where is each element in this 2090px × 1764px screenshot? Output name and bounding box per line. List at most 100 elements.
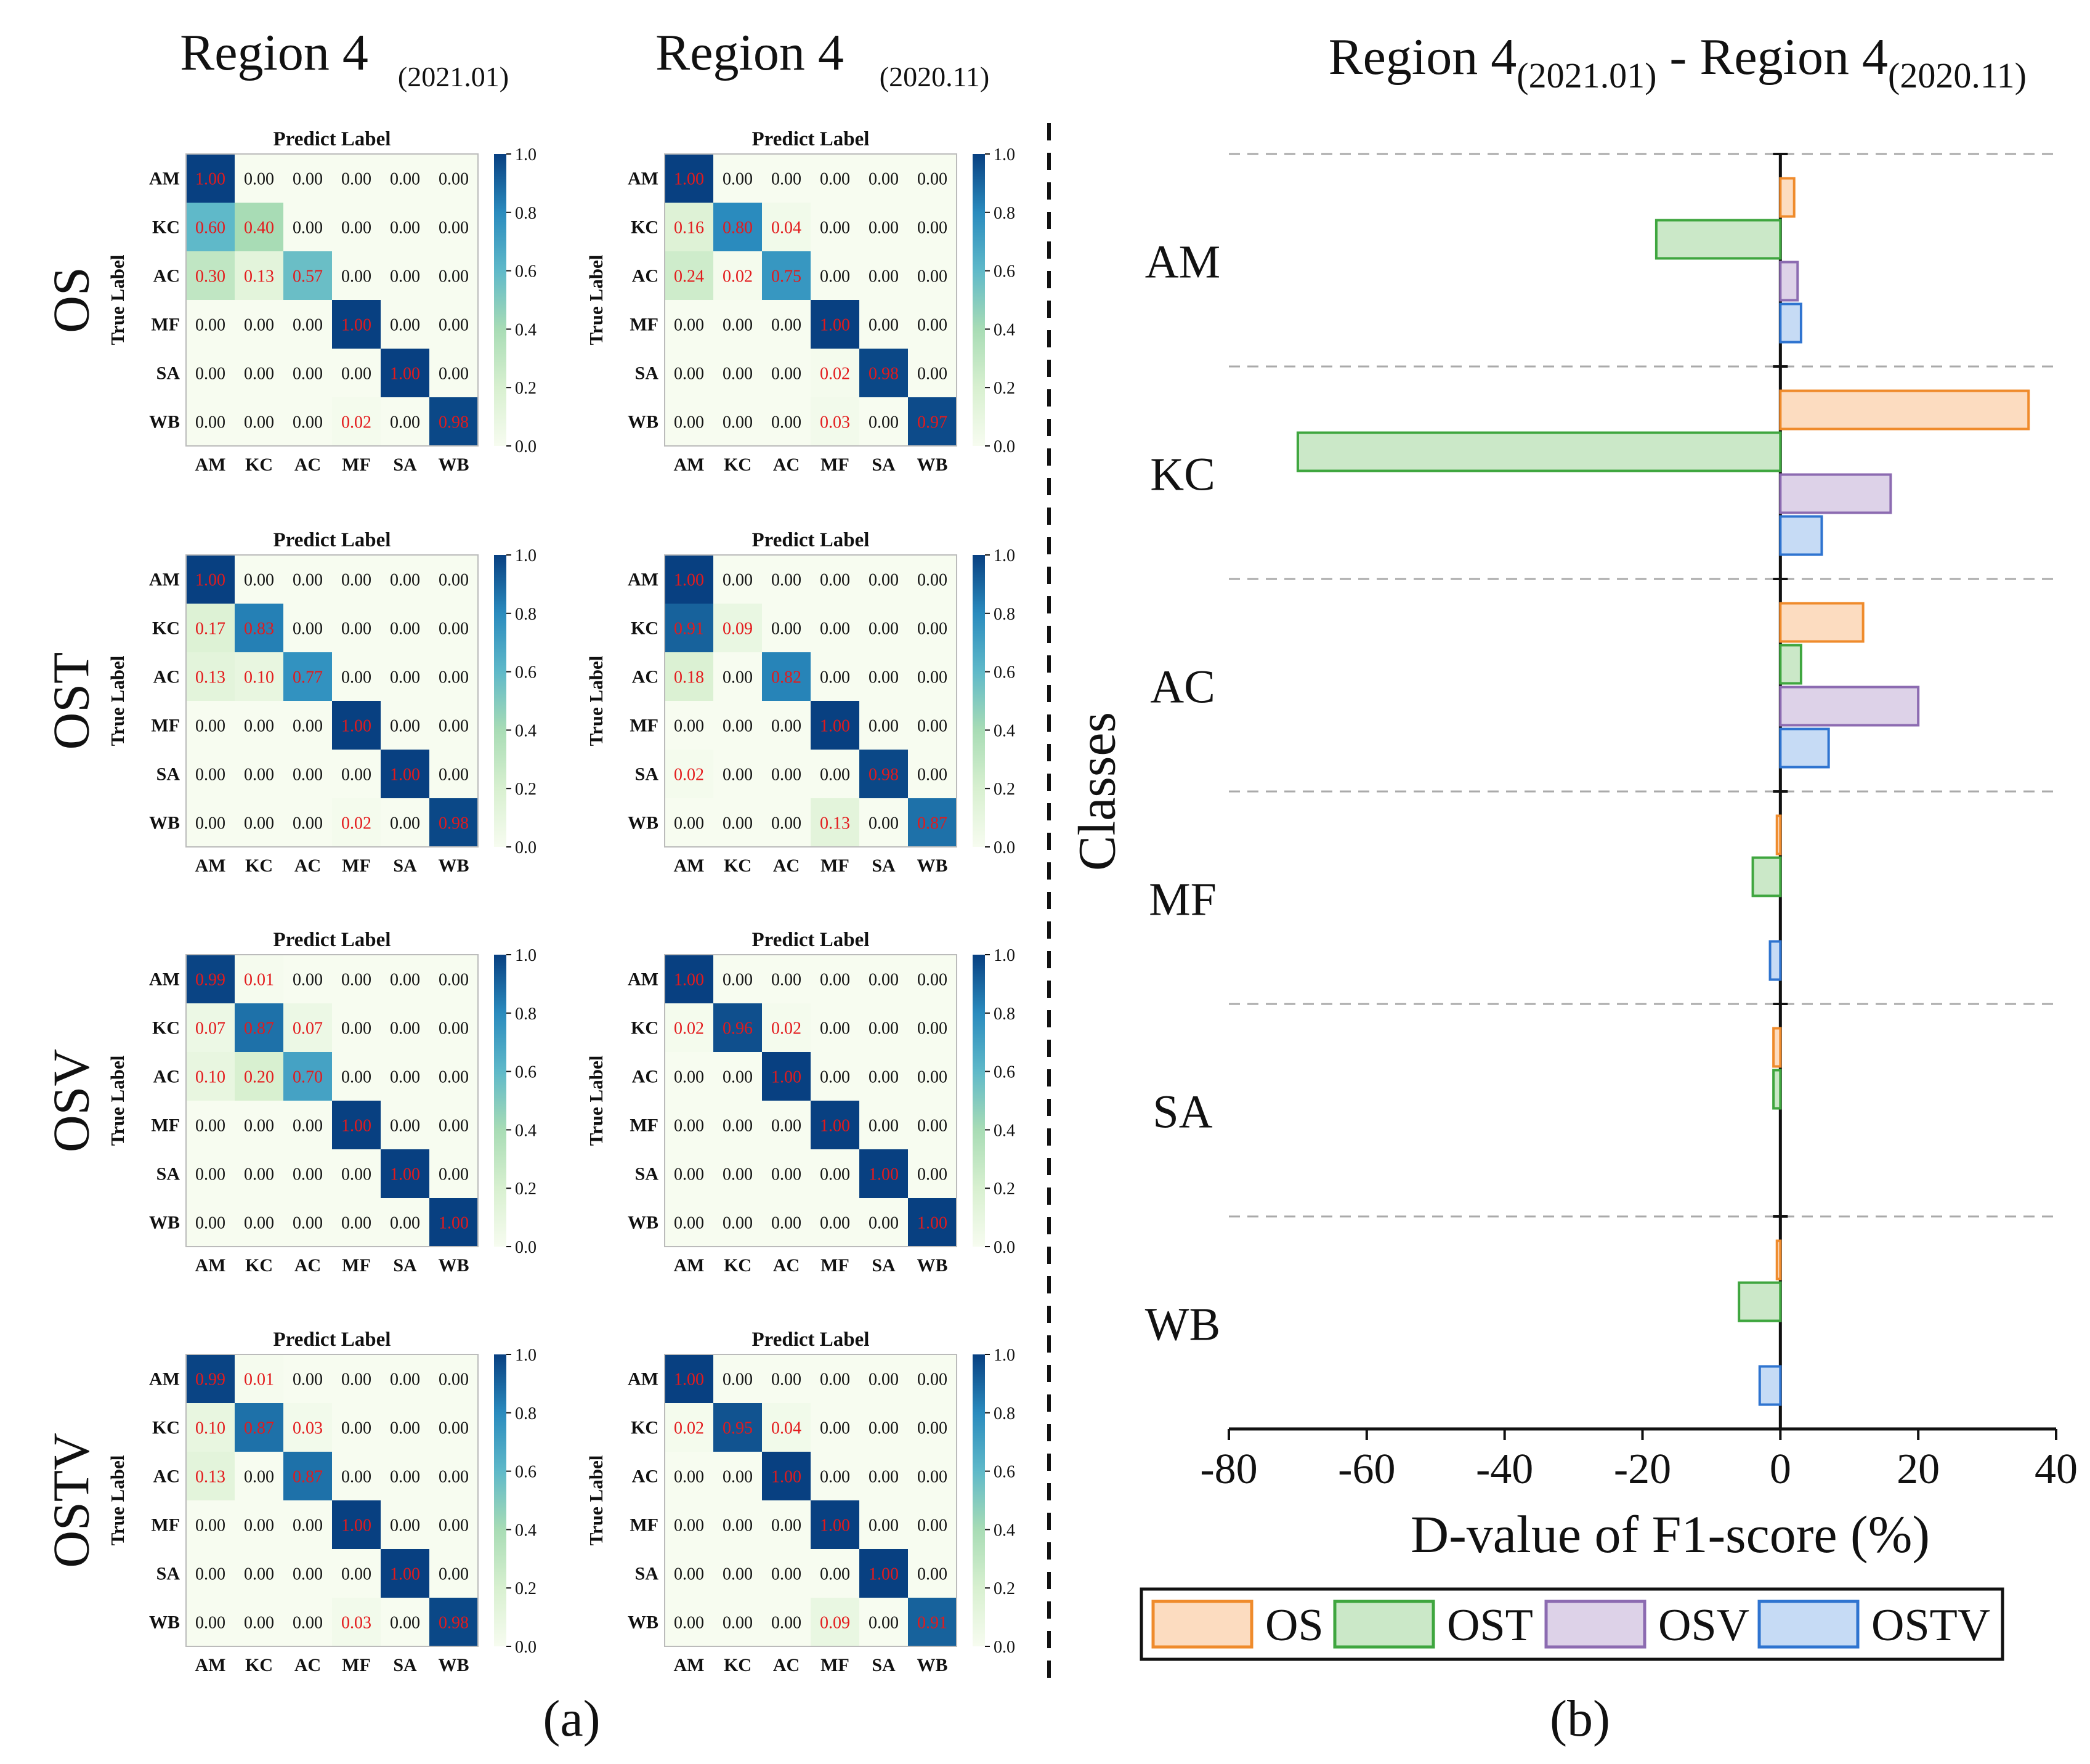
matrix-cell-value: 0.75 [771,267,801,286]
matrix-cell-value: 0.00 [341,971,371,990]
matrix-row-tick: SA [635,1164,659,1184]
matrix-col-tick: AC [773,1255,800,1276]
matrix-cell-value: 1.00 [341,717,371,736]
matrix-cell [713,750,763,799]
matrix-cell-value: 0.00 [341,1214,371,1233]
matrix-cell-value: 0.00 [820,1068,850,1087]
col-right-subtitle: (2020.11) [880,61,989,92]
matrix-cell-value: 0.00 [244,1468,274,1487]
matrix-cell-value: 0.00 [674,1565,704,1584]
matrix-cell-value: 0.17 [195,620,225,639]
matrix-cell [381,750,430,799]
matrix-cell [665,1452,714,1501]
matrix-cell [381,1452,430,1501]
matrix-cell-value: 0.00 [244,717,274,736]
matrix-cell-value: 0.00 [820,1214,850,1233]
matrix-cell-value: 0.95 [723,1419,753,1438]
matrix-cell [713,1354,763,1404]
matrix-cell [665,1198,714,1247]
matrix-cell [283,555,333,604]
matrix-cell [186,1452,235,1501]
colorbar-tick-label: 0.2 [994,379,1015,398]
matrix-cell-value: 0.00 [674,365,704,384]
colorbar-tick-label: 0.0 [994,838,1015,857]
matrix-cell-value: 0.20 [244,1068,274,1087]
matrix-cell [186,798,235,848]
matrix-cell [859,1052,909,1101]
matrix-cell-value: 0.82 [771,668,801,687]
bar-ost-mf [1751,856,1782,897]
matrix-col-tick: AM [195,455,226,475]
matrix-row-tick: MF [630,315,658,335]
matrix-row-tick: AC [632,1067,658,1087]
matrix-cell-value: 0.16 [674,219,704,238]
matrix-cell-value: 0.01 [244,1370,274,1390]
matrix-cell [429,1198,479,1247]
matrix-cell-value: 0.00 [869,1516,899,1535]
matrix-cell [859,955,909,1004]
x-axis-tick-label: 20 [1897,1446,1940,1493]
matrix-cell [762,251,811,301]
matrix-cell-value: 0.00 [195,766,225,785]
matrix-cell [713,1452,763,1501]
matrix-col-tick: SA [393,455,417,475]
matrix-cell-value: 0.00 [439,316,469,335]
matrix-cell-value: 1.00 [869,1165,899,1184]
matrix-cell-value: 0.02 [674,766,704,785]
matrix-cell-value: 0.83 [244,620,274,639]
matrix-cell-value: 0.10 [195,1068,225,1087]
matrix-cell [186,1500,235,1550]
matrix-cell-value: 0.00 [917,1419,947,1438]
matrix-cell [283,1003,333,1053]
matrix-cell [381,1403,430,1452]
matrix-cell [859,1101,909,1150]
matrix-cell-value: 0.91 [674,620,704,639]
matrix-cell [665,1598,714,1647]
matrix-cell-value: 1.00 [390,766,420,785]
matrix-row-tick: SA [156,1564,180,1584]
matrix-frame [185,153,479,447]
matrix-cell [235,349,284,398]
matrix-cell [859,1500,909,1550]
matrix-row-tick: KC [152,217,180,238]
matrix-cell-value: 0.00 [820,170,850,189]
matrix-cell [908,397,957,447]
matrix-cell-value: 1.00 [674,971,704,990]
matrix-cell-value: 0.00 [244,1117,274,1136]
matrix-cell [283,397,333,447]
matrix-cell-value: 0.00 [917,1068,947,1087]
matrix-col-tick: KC [724,1655,751,1675]
matrix-cell-value: 0.98 [869,365,899,384]
matrix-cell-value: 0.09 [723,620,753,639]
matrix-cell-value: 0.00 [917,219,947,238]
matrix-cell [332,1198,381,1247]
colorbar-tick-label: 1.0 [515,1346,537,1365]
matrix-row-tick: KC [152,1018,180,1038]
matrix-row-tick: AC [632,667,658,687]
matrix-cell-value: 0.40 [244,219,274,238]
colorbar-tick-label: 0.6 [994,1063,1015,1082]
matrix-cell [235,955,284,1004]
matrix-cell [429,154,479,203]
matrix-cell-value: 0.00 [917,1468,947,1487]
matrix-cell-value: 0.00 [723,316,753,335]
matrix-cell [859,349,909,398]
matrix-cell-value: 1.00 [341,1516,371,1535]
matrix-cell-value: 0.01 [244,971,274,990]
matrix-cell [713,555,763,604]
matrix-cell [283,154,333,203]
matrix-cell [186,1354,235,1404]
legend-swatch-ost [1333,1600,1435,1649]
matrix-xlabel: Predict Label [273,1329,391,1351]
matrix-cell-value: 0.00 [439,365,469,384]
matrix-row-tick: AC [153,1467,180,1487]
matrix-cell [713,349,763,398]
matrix-cell-value: 0.00 [869,1068,899,1087]
matrix-cell-value: 0.00 [390,1019,420,1038]
colorbar-tick-label: 0.4 [515,1521,537,1540]
matrix-cell [908,798,957,848]
matrix-cell [429,1354,479,1404]
matrix-row-tick: AC [632,266,658,286]
matrix-cell-value: 0.00 [869,267,899,286]
matrix-row-tick: MF [151,315,180,335]
